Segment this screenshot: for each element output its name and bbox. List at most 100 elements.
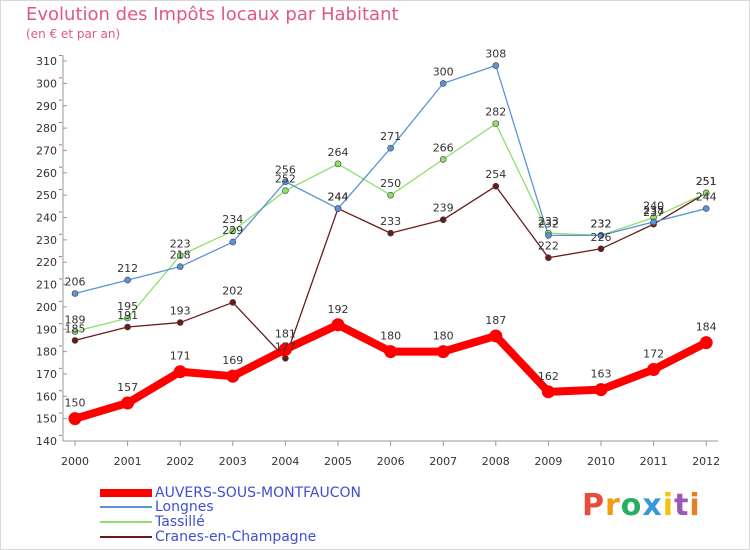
- data-point-tassill-[interactable]: [124, 314, 131, 322]
- legend-item-cranes[interactable]: Cranes-en-Champagne: [100, 530, 316, 544]
- data-label-tassill-: 252: [275, 173, 296, 186]
- legend-item-auvers[interactable]: AUVERS-SOUS-MONTFAUCON: [100, 486, 361, 500]
- data-point-longnes[interactable]: [124, 276, 131, 284]
- data-point-tassill-[interactable]: [492, 120, 500, 127]
- data-label-auvers-sous-montfaucon: 171: [170, 350, 191, 363]
- data-label-tassill-: 250: [380, 177, 401, 190]
- data-label-tassill-: 233: [538, 215, 559, 228]
- data-point-cranes-en-champagne[interactable]: [71, 337, 79, 344]
- y-tick-label: 300: [36, 77, 57, 90]
- data-point-longnes[interactable]: [439, 80, 447, 87]
- data-point-longnes[interactable]: [282, 178, 289, 186]
- legend-swatch-tassille: [100, 521, 152, 523]
- data-point-tassill-[interactable]: [387, 191, 394, 199]
- data-label-auvers-sous-montfaucon: 192: [328, 303, 349, 316]
- chart-subtitle: (en € et par an): [26, 27, 121, 41]
- data-point-longnes[interactable]: [597, 232, 605, 239]
- data-point-cranes-en-champagne[interactable]: [282, 355, 289, 362]
- data-point-tassill-[interactable]: [334, 160, 342, 168]
- data-label-longnes: 238: [643, 204, 664, 217]
- data-label-auvers-sous-montfaucon: 150: [65, 397, 86, 410]
- legend-swatch-auvers: [100, 489, 152, 497]
- data-point-longnes[interactable]: [492, 62, 500, 69]
- x-tick-label: 2001: [114, 455, 142, 468]
- data-point-tassill-[interactable]: [282, 187, 289, 194]
- data-point-longnes[interactable]: [387, 144, 394, 152]
- data-point-auvers-sous-montfaucon[interactable]: [384, 345, 398, 359]
- x-tick-label: 2006: [377, 455, 405, 468]
- data-point-tassill-[interactable]: [439, 156, 447, 163]
- data-point-tassill-[interactable]: [176, 252, 184, 259]
- y-tick-label: 170: [36, 368, 57, 381]
- data-point-cranes-en-champagne[interactable]: [597, 245, 605, 253]
- data-point-auvers-sous-montfaucon[interactable]: [68, 412, 82, 426]
- legend-label-cranes: Cranes-en-Champagne: [155, 529, 317, 545]
- data-point-longnes[interactable]: [334, 205, 342, 212]
- data-point-auvers-sous-montfaucon[interactable]: [489, 329, 503, 343]
- data-point-cranes-en-champagne[interactable]: [492, 182, 500, 190]
- data-point-tassill-[interactable]: [71, 328, 79, 335]
- data-point-cranes-en-champagne[interactable]: [545, 254, 552, 262]
- legend-item-tassille[interactable]: Tassillé: [100, 515, 205, 529]
- x-tick-label: 2007: [429, 455, 457, 468]
- data-point-cranes-en-champagne[interactable]: [229, 299, 237, 306]
- x-tick-label: 2012: [692, 455, 720, 468]
- axes: 140 150 160 170 180 190 200 210 220 230 240 250 260 2…: [36, 54, 720, 468]
- data-label-tassill-: 195: [117, 300, 138, 313]
- data-point-auvers-sous-montfaucon[interactable]: [647, 362, 661, 376]
- data-label-tassill-: 189: [65, 313, 86, 326]
- data-point-auvers-sous-montfaucon[interactable]: [699, 336, 713, 350]
- legend-label-auvers: AUVERS-SOUS-MONTFAUCON: [155, 485, 361, 501]
- proxiti-logo: Proxiti: [582, 488, 701, 523]
- series-points: [68, 62, 713, 426]
- data-label-cranes-en-champagne: 254: [485, 168, 506, 181]
- data-point-longnes[interactable]: [702, 205, 710, 212]
- data-point-longnes[interactable]: [650, 218, 657, 226]
- data-point-auvers-sous-montfaucon[interactable]: [594, 383, 608, 397]
- data-label-cranes-en-champagne: 237: [643, 206, 664, 219]
- data-point-auvers-sous-montfaucon[interactable]: [278, 342, 292, 356]
- data-point-longnes[interactable]: [229, 238, 237, 246]
- legend-swatch-longnes: [100, 506, 152, 508]
- data-point-tassill-[interactable]: [229, 227, 237, 235]
- data-label-longnes: 212: [117, 262, 138, 275]
- data-label-auvers-sous-montfaucon: 162: [538, 370, 559, 383]
- data-point-auvers-sous-montfaucon[interactable]: [121, 396, 135, 410]
- data-point-auvers-sous-montfaucon[interactable]: [436, 345, 450, 359]
- y-tick-label: 190: [36, 323, 57, 336]
- legend-label-longnes: Longnes: [155, 499, 214, 515]
- data-point-longnes[interactable]: [71, 290, 79, 297]
- data-point-cranes-en-champagne[interactable]: [124, 323, 131, 331]
- data-label-cranes-en-champagne: 177: [275, 340, 296, 353]
- data-point-cranes-en-champagne[interactable]: [176, 319, 184, 326]
- data-point-tassill-[interactable]: [702, 189, 710, 197]
- logo-letter: t: [674, 488, 690, 523]
- y-tick-label: 290: [36, 100, 57, 113]
- y-tick-label: 220: [36, 256, 57, 269]
- data-point-longnes[interactable]: [545, 232, 552, 239]
- legend-item-longnes[interactable]: Longnes: [100, 500, 214, 514]
- data-point-auvers-sous-montfaucon[interactable]: [331, 318, 345, 332]
- logo-letter: i: [689, 488, 701, 523]
- data-point-longnes[interactable]: [176, 263, 184, 270]
- data-point-cranes-en-champagne[interactable]: [387, 229, 394, 237]
- y-tick-label: 140: [36, 435, 57, 448]
- data-point-cranes-en-champagne[interactable]: [439, 216, 447, 224]
- y-tick-label: 240: [36, 212, 57, 225]
- data-label-tassill-: 264: [328, 146, 349, 159]
- data-label-longnes: 232: [591, 217, 612, 230]
- data-label-auvers-sous-montfaucon: 181: [275, 327, 296, 340]
- x-tick-label: 2009: [534, 455, 562, 468]
- data-point-auvers-sous-montfaucon[interactable]: [541, 385, 555, 399]
- data-label-cranes-en-champagne: 193: [170, 305, 191, 318]
- data-label-tassill-: 240: [643, 200, 664, 213]
- data-point-auvers-sous-montfaucon[interactable]: [173, 365, 187, 379]
- data-label-cranes-en-champagne: 222: [538, 240, 559, 253]
- legend-label-tassille: Tassillé: [155, 514, 205, 530]
- y-tick-label: 310: [36, 55, 57, 68]
- data-label-longnes: 271: [380, 130, 401, 143]
- data-point-auvers-sous-montfaucon[interactable]: [226, 369, 240, 383]
- data-label-cranes-en-champagne: 233: [380, 215, 401, 228]
- data-label-auvers-sous-montfaucon: 180: [433, 330, 454, 343]
- y-tick-label: 180: [36, 346, 57, 359]
